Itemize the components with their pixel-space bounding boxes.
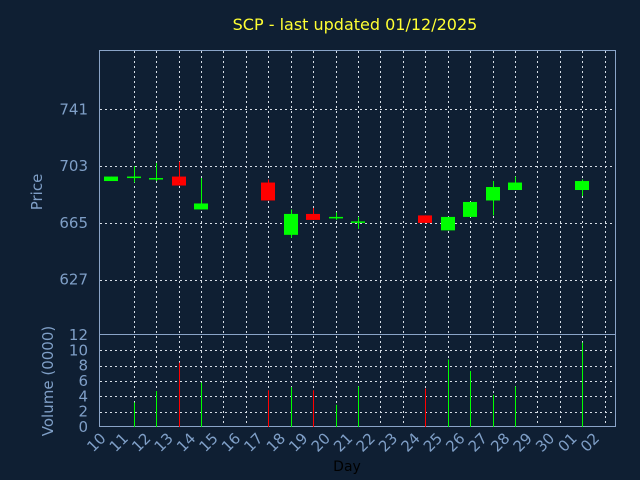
volume-tick-label: 6 <box>78 372 88 390</box>
price-panel-frame <box>99 50 616 335</box>
x-axis-label: Day <box>333 459 361 475</box>
candle-body <box>463 201 477 217</box>
price-tick-label: 665 <box>59 214 88 232</box>
volume-axis-label: Volume (0000) <box>39 326 57 436</box>
price-tick-label: 703 <box>59 157 88 175</box>
candle-body <box>418 215 432 223</box>
candle-body <box>172 176 186 186</box>
candle-body <box>575 181 589 191</box>
day-gridlines <box>134 51 606 427</box>
volume-tick-label: 10 <box>69 341 88 359</box>
volume-tick-label: 0 <box>78 418 88 436</box>
volume-panel-frame <box>99 334 616 427</box>
candle-body <box>329 216 343 219</box>
volume-gridlines <box>100 350 616 413</box>
candle-body <box>261 182 275 201</box>
candle-body <box>194 203 208 210</box>
price-tick-labels: 627 665 703 741 <box>59 100 88 288</box>
candle-body <box>441 216 455 231</box>
volume-bars <box>134 342 583 427</box>
candle-body <box>508 182 522 191</box>
price-gridlines <box>100 109 616 281</box>
volume-tick-label: 4 <box>78 387 88 405</box>
price-axis-label: Price <box>28 174 46 211</box>
candle-body <box>127 176 141 179</box>
candle-body <box>149 178 163 180</box>
candle-body <box>104 176 118 182</box>
day-tick-labels: 1011121314151617181920212223242526272829… <box>83 429 603 455</box>
price-candles <box>104 161 589 238</box>
price-tick-label: 627 <box>59 271 88 289</box>
volume-tick-label: 12 <box>69 326 88 344</box>
volume-tick-label: 2 <box>78 403 88 421</box>
candle-body <box>284 213 298 235</box>
chart-title: SCP - last updated 01/12/2025 <box>233 15 478 34</box>
day-tick-label: 02 <box>577 429 603 455</box>
volume-tick-label: 8 <box>78 357 88 375</box>
candle-body <box>486 187 500 201</box>
price-tick-label: 741 <box>59 100 88 118</box>
candle-body <box>351 221 365 223</box>
candle-body <box>306 213 320 220</box>
